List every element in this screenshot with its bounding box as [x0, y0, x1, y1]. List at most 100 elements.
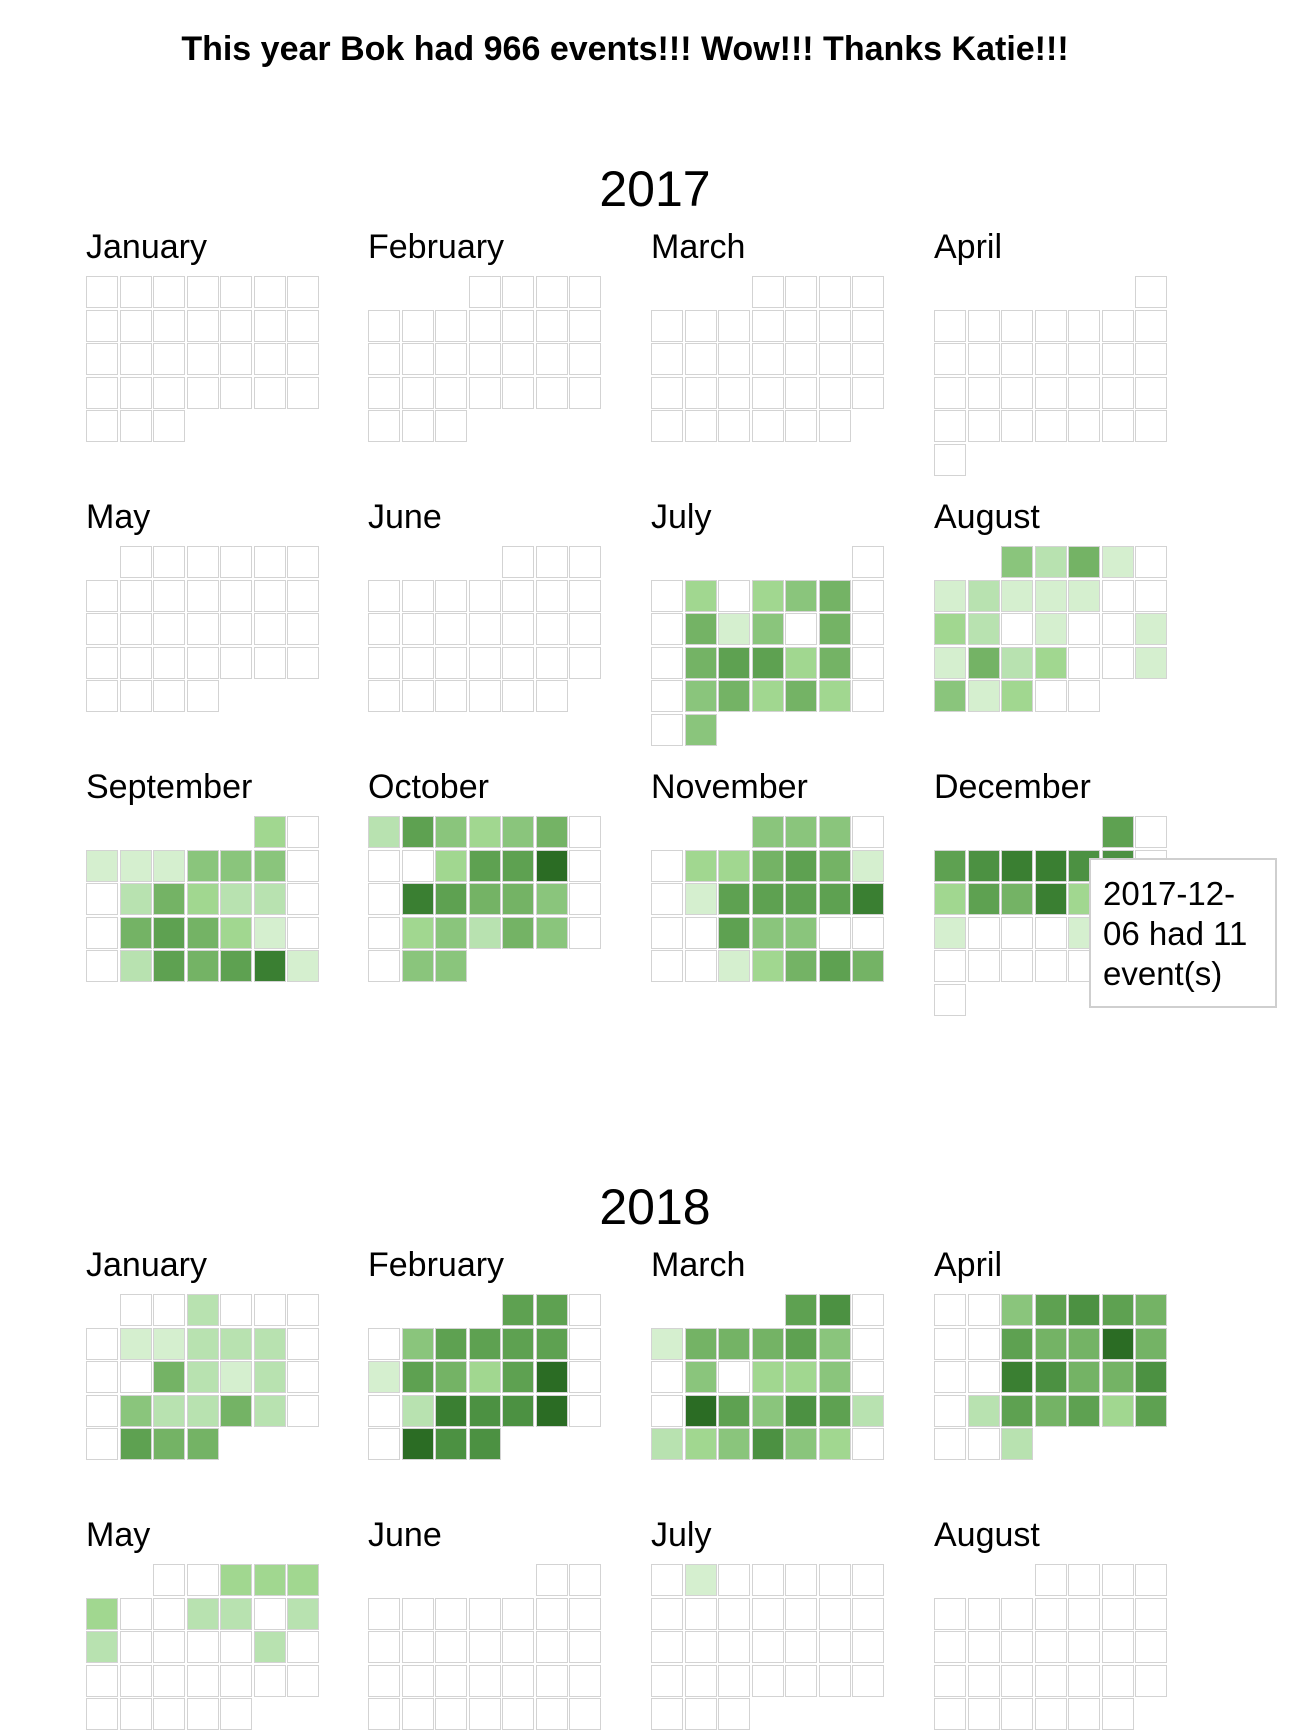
day-cell[interactable]	[535, 343, 568, 375]
day-cell[interactable]	[1068, 1327, 1100, 1360]
day-cell[interactable]	[651, 579, 683, 612]
day-cell[interactable]	[435, 816, 467, 848]
day-cell[interactable]	[934, 1361, 966, 1393]
day-cell[interactable]	[651, 309, 683, 342]
day-cell[interactable]	[368, 950, 400, 982]
day-cell[interactable]	[1001, 1394, 1033, 1427]
day-cell[interactable]	[468, 883, 501, 915]
day-cell[interactable]	[569, 1631, 601, 1663]
day-cell[interactable]	[569, 1294, 601, 1326]
day-cell[interactable]	[1001, 376, 1033, 409]
day-cell[interactable]	[718, 309, 750, 342]
day-cell[interactable]	[818, 309, 851, 342]
day-cell[interactable]	[287, 1361, 319, 1393]
day-cell[interactable]	[1068, 343, 1100, 375]
day-cell[interactable]	[502, 1361, 534, 1393]
day-cell[interactable]	[1034, 376, 1067, 409]
day-cell[interactable]	[684, 309, 717, 342]
day-cell[interactable]	[751, 376, 784, 409]
day-cell[interactable]	[684, 343, 717, 375]
day-cell[interactable]	[153, 410, 185, 442]
day-cell[interactable]	[751, 916, 784, 949]
day-cell[interactable]	[1034, 883, 1067, 915]
day-cell[interactable]	[435, 1394, 467, 1427]
day-cell[interactable]	[1135, 1664, 1167, 1697]
day-cell[interactable]	[718, 613, 750, 645]
day-cell[interactable]	[220, 1698, 252, 1730]
day-cell[interactable]	[569, 309, 601, 342]
day-cell[interactable]	[818, 343, 851, 375]
day-cell[interactable]	[651, 883, 683, 915]
day-cell[interactable]	[569, 1664, 601, 1697]
day-cell[interactable]	[86, 376, 118, 409]
day-cell[interactable]	[651, 613, 683, 645]
day-cell[interactable]	[535, 646, 568, 679]
day-cell[interactable]	[569, 916, 601, 949]
day-cell[interactable]	[435, 916, 467, 949]
day-cell[interactable]	[569, 1698, 601, 1730]
day-cell[interactable]	[535, 1564, 568, 1596]
day-cell[interactable]	[535, 680, 568, 712]
day-cell[interactable]	[934, 849, 966, 882]
day-cell[interactable]	[1034, 579, 1067, 612]
day-cell[interactable]	[751, 276, 784, 308]
day-cell[interactable]	[287, 816, 319, 848]
day-cell[interactable]	[569, 546, 601, 578]
day-cell[interactable]	[934, 376, 966, 409]
day-cell[interactable]	[1001, 613, 1033, 645]
day-cell[interactable]	[435, 1631, 467, 1663]
day-cell[interactable]	[119, 849, 152, 882]
day-cell[interactable]	[1001, 1361, 1033, 1393]
day-cell[interactable]	[468, 1361, 501, 1393]
day-cell[interactable]	[535, 546, 568, 578]
day-cell[interactable]	[785, 613, 817, 645]
day-cell[interactable]	[86, 646, 118, 679]
day-cell[interactable]	[253, 579, 286, 612]
day-cell[interactable]	[967, 1631, 1000, 1663]
day-cell[interactable]	[502, 1664, 534, 1697]
day-cell[interactable]	[287, 1664, 319, 1697]
day-cell[interactable]	[401, 1631, 434, 1663]
day-cell[interactable]	[852, 579, 884, 612]
day-cell[interactable]	[651, 1428, 683, 1460]
day-cell[interactable]	[220, 1294, 252, 1326]
day-cell[interactable]	[435, 579, 467, 612]
day-cell[interactable]	[502, 613, 534, 645]
day-cell[interactable]	[435, 646, 467, 679]
day-cell[interactable]	[852, 680, 884, 712]
day-cell[interactable]	[119, 1631, 152, 1663]
day-cell[interactable]	[119, 950, 152, 982]
day-cell[interactable]	[785, 646, 817, 679]
day-cell[interactable]	[153, 376, 185, 409]
day-cell[interactable]	[468, 1327, 501, 1360]
day-cell[interactable]	[934, 1664, 966, 1697]
day-cell[interactable]	[502, 680, 534, 712]
day-cell[interactable]	[287, 1327, 319, 1360]
day-cell[interactable]	[86, 343, 118, 375]
day-cell[interactable]	[1034, 613, 1067, 645]
day-cell[interactable]	[1034, 1294, 1067, 1326]
day-cell[interactable]	[287, 916, 319, 949]
day-cell[interactable]	[651, 1631, 683, 1663]
day-cell[interactable]	[368, 343, 400, 375]
day-cell[interactable]	[967, 849, 1000, 882]
day-cell[interactable]	[1101, 646, 1134, 679]
day-cell[interactable]	[86, 276, 118, 308]
day-cell[interactable]	[468, 849, 501, 882]
day-cell[interactable]	[785, 376, 817, 409]
day-cell[interactable]	[718, 883, 750, 915]
day-cell[interactable]	[401, 376, 434, 409]
day-cell[interactable]	[967, 950, 1000, 982]
day-cell[interactable]	[1068, 680, 1100, 712]
day-cell[interactable]	[502, 579, 534, 612]
day-cell[interactable]	[684, 1361, 717, 1393]
day-cell[interactable]	[186, 1698, 219, 1730]
day-cell[interactable]	[569, 1361, 601, 1393]
day-cell[interactable]	[368, 579, 400, 612]
day-cell[interactable]	[186, 1428, 219, 1460]
day-cell[interactable]	[751, 613, 784, 645]
day-cell[interactable]	[684, 1597, 717, 1630]
day-cell[interactable]	[751, 343, 784, 375]
day-cell[interactable]	[401, 309, 434, 342]
day-cell[interactable]	[751, 1597, 784, 1630]
